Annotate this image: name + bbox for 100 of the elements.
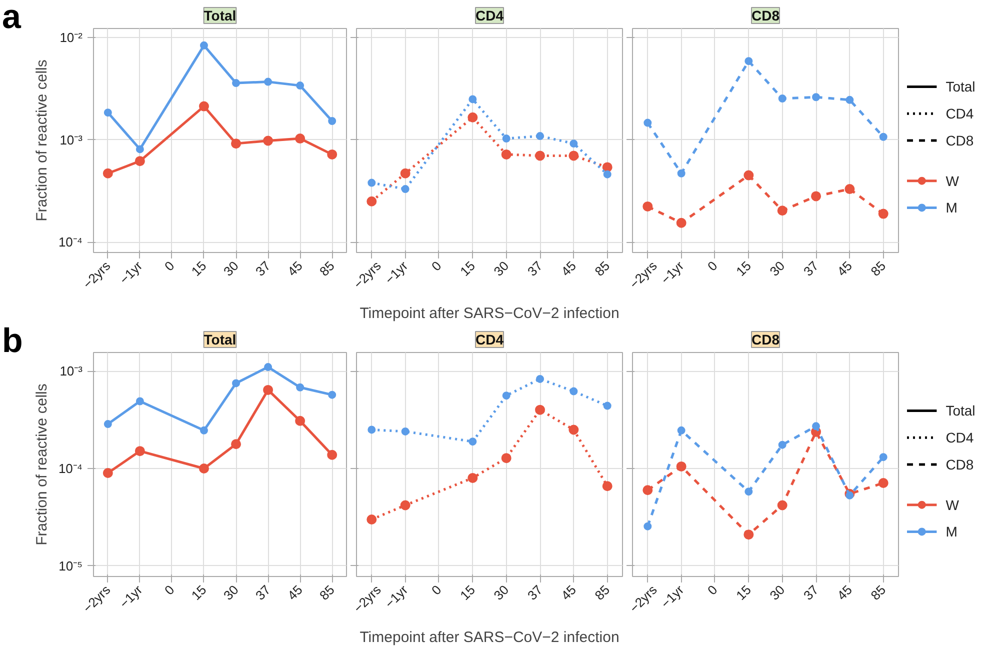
x-tick-label: 0 — [704, 582, 720, 598]
point — [844, 184, 855, 194]
y-axis-title: Fraction of reactive cells — [33, 384, 50, 546]
point — [677, 426, 686, 434]
chart-title: CD8 — [751, 332, 780, 348]
x-tick-label: 15 — [188, 258, 210, 280]
x-tick-label: 45 — [834, 258, 855, 280]
x-tick-label: 0 — [162, 582, 178, 598]
x-tick-label: −1yr — [658, 582, 688, 611]
text: b — [2, 322, 23, 360]
text: a — [2, 0, 21, 36]
x-tick-label: 37 — [524, 582, 546, 604]
point — [263, 384, 274, 395]
point — [231, 439, 242, 450]
point — [603, 170, 612, 178]
point — [134, 156, 145, 166]
x-tick-label: −1yr — [116, 258, 146, 287]
point — [777, 500, 788, 510]
point — [777, 206, 788, 216]
x-tick-label: 45 — [558, 258, 579, 280]
point — [264, 78, 272, 86]
point — [200, 41, 208, 50]
point — [778, 94, 786, 102]
chart-title: CD8 — [751, 8, 780, 24]
point — [102, 168, 113, 178]
point — [327, 450, 338, 460]
y-axis-title: Fraction of reactive cells — [33, 60, 50, 222]
y-tick-label: 10⁻³ — [60, 132, 84, 148]
legend-label: W — [946, 172, 960, 189]
x-tick-label: 15 — [457, 582, 478, 604]
point — [501, 453, 512, 464]
point — [568, 424, 579, 435]
x-tick-label: 0 — [162, 258, 178, 274]
x-tick-label: 37 — [252, 582, 274, 604]
point — [104, 420, 112, 428]
y-tick-label: 10⁻⁴ — [58, 461, 82, 476]
x-tick-label: 37 — [800, 258, 822, 280]
point — [400, 168, 410, 178]
point — [744, 170, 754, 180]
x-tick-label: 0 — [428, 258, 444, 274]
x-tick-label: 37 — [800, 582, 822, 604]
point — [328, 117, 336, 125]
point — [327, 149, 338, 160]
x-tick-label: 15 — [733, 582, 754, 604]
point — [502, 134, 510, 143]
x-tick-label: 37 — [524, 258, 546, 280]
point — [328, 390, 336, 399]
x-axis-title: Timepoint after SARS−CoV−2 infection — [360, 628, 620, 646]
point — [602, 481, 612, 492]
point — [878, 208, 888, 219]
x-tick-label: 30 — [766, 582, 788, 604]
x-tick-label: 45 — [284, 258, 306, 280]
x-tick-label: −1yr — [116, 582, 146, 611]
x-tick-label: 0 — [428, 582, 444, 598]
y-tick-label: 10⁻³ — [60, 364, 84, 379]
point — [744, 530, 754, 540]
y-tick-label: 10⁻⁴ — [58, 234, 82, 250]
chart-title: CD8 — [946, 456, 974, 472]
x-tick-label: 85 — [316, 582, 338, 604]
x-tick-label: 85 — [868, 258, 889, 280]
point — [502, 392, 510, 400]
x-tick-label: 30 — [490, 258, 512, 280]
x-tick-label: 45 — [284, 582, 306, 604]
point — [812, 422, 820, 430]
point — [232, 379, 240, 388]
point — [102, 468, 113, 478]
point — [468, 95, 477, 104]
point — [296, 82, 304, 90]
point — [468, 112, 478, 122]
point — [231, 138, 242, 149]
legend-label: M — [946, 200, 958, 216]
point — [136, 397, 144, 406]
x-tick-label: 45 — [558, 582, 579, 604]
point — [400, 500, 410, 510]
x-tick-label: 15 — [457, 258, 478, 280]
x-tick-label: 30 — [490, 582, 512, 604]
x-tick-label: 85 — [592, 582, 613, 604]
legend-label: W — [946, 496, 960, 513]
point — [232, 79, 240, 88]
point — [536, 374, 544, 383]
point — [104, 108, 112, 117]
point — [198, 464, 209, 474]
point — [811, 191, 822, 202]
chart-title: CD4 — [946, 430, 974, 446]
point — [295, 416, 306, 426]
point — [536, 132, 544, 140]
x-tick-label: 0 — [704, 258, 720, 274]
chart-title: CD4 — [475, 8, 504, 24]
point — [879, 453, 888, 462]
point — [134, 446, 145, 456]
point — [812, 93, 820, 102]
chart-title: CD4 — [946, 106, 974, 122]
point — [879, 132, 888, 141]
point — [644, 522, 652, 530]
point — [744, 57, 753, 66]
chart-title: CD4 — [475, 332, 504, 348]
point — [535, 404, 546, 415]
x-tick-label: −1yr — [382, 582, 412, 611]
x-tick-label: 30 — [220, 582, 242, 604]
x-tick-label: 15 — [733, 258, 754, 280]
